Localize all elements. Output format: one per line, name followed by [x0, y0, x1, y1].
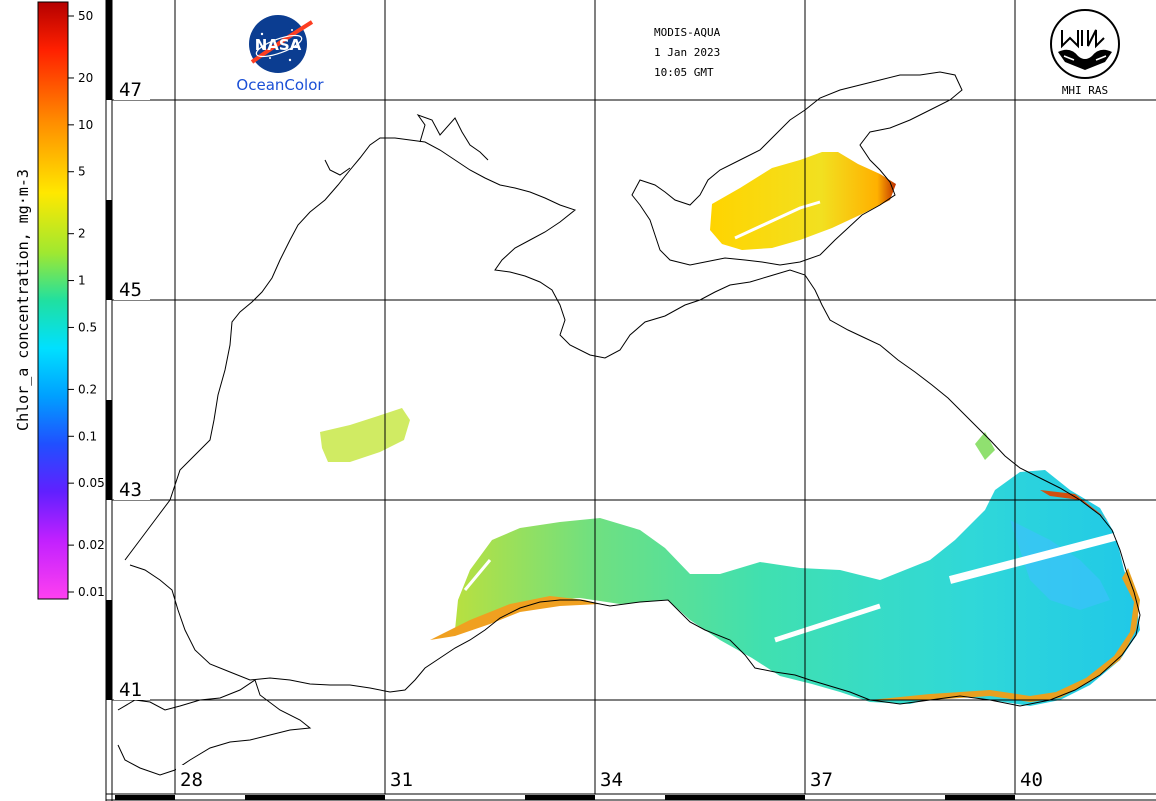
- lon-label: 40: [1020, 769, 1043, 791]
- sensor-name: MODIS-AQUA: [654, 26, 721, 39]
- lat-label: 45: [119, 279, 142, 301]
- nasa-wordmark: NASA: [255, 36, 302, 54]
- graticule: [112, 0, 1156, 794]
- bottom-axis: [106, 793, 1156, 801]
- lon-label: 37: [810, 769, 833, 791]
- colorbar-tick-label: 0.5: [78, 320, 97, 334]
- colorbar-ticks: 50 20 10 5 2 1 0.5 0.2 0.1 0.05 0.02 0.01: [68, 9, 105, 599]
- colorbar-tick-label: 5: [78, 165, 86, 179]
- west-patch-data: [320, 408, 410, 462]
- colorbar-tick-label: 2: [78, 227, 86, 241]
- colorbar-gradient: [37, 1, 69, 600]
- colorbar-title: Chlor_a concentration, mg·m-3: [14, 169, 32, 431]
- lat-label: 43: [119, 479, 142, 501]
- coastline: [117, 71, 1141, 776]
- lat-label: 47: [119, 79, 142, 101]
- lon-label: 31: [390, 769, 413, 791]
- colorbar-tick-label: 0.1: [78, 429, 97, 443]
- image-date: 1 Jan 2023: [654, 46, 720, 59]
- colorbar-tick-label: 0.02: [78, 538, 105, 552]
- colorbar-tick-label: 0.2: [78, 382, 97, 396]
- lat-label: 41: [119, 679, 142, 701]
- mhi-ras-logo: MHI RAS: [1050, 9, 1120, 97]
- colorbar-tick-label: 0.05: [78, 476, 105, 490]
- info-block: MODIS-AQUA 1 Jan 2023 10:05 GMT: [654, 26, 721, 79]
- colorbar-tick-label: 10: [78, 118, 93, 132]
- lon-label: 34: [600, 769, 623, 791]
- colorbar-tick-label: 0.01: [78, 585, 105, 599]
- image-time: 10:05 GMT: [654, 66, 714, 79]
- colorbar: Chlor_a concentration, mg·m-3 50 20 10 5 2 1 0…: [14, 1, 105, 600]
- lon-label: 28: [180, 769, 203, 791]
- south-sea-data: [430, 432, 1140, 706]
- colorbar-tick-label: 20: [78, 71, 93, 85]
- mhi-caption: MHI RAS: [1062, 84, 1108, 97]
- left-axis: [105, 0, 113, 801]
- colorbar-tick-label: 50: [78, 9, 93, 23]
- longitude-labels: 28 31 34 37 40: [176, 765, 1052, 791]
- oceancolor-caption: OceanColor: [236, 76, 324, 94]
- azov-sea-data: [710, 152, 896, 250]
- latitude-labels: 47 45 43 41: [114, 78, 150, 701]
- nasa-logo: NASA OceanColor: [236, 15, 324, 94]
- colorbar-tick-label: 1: [78, 274, 86, 288]
